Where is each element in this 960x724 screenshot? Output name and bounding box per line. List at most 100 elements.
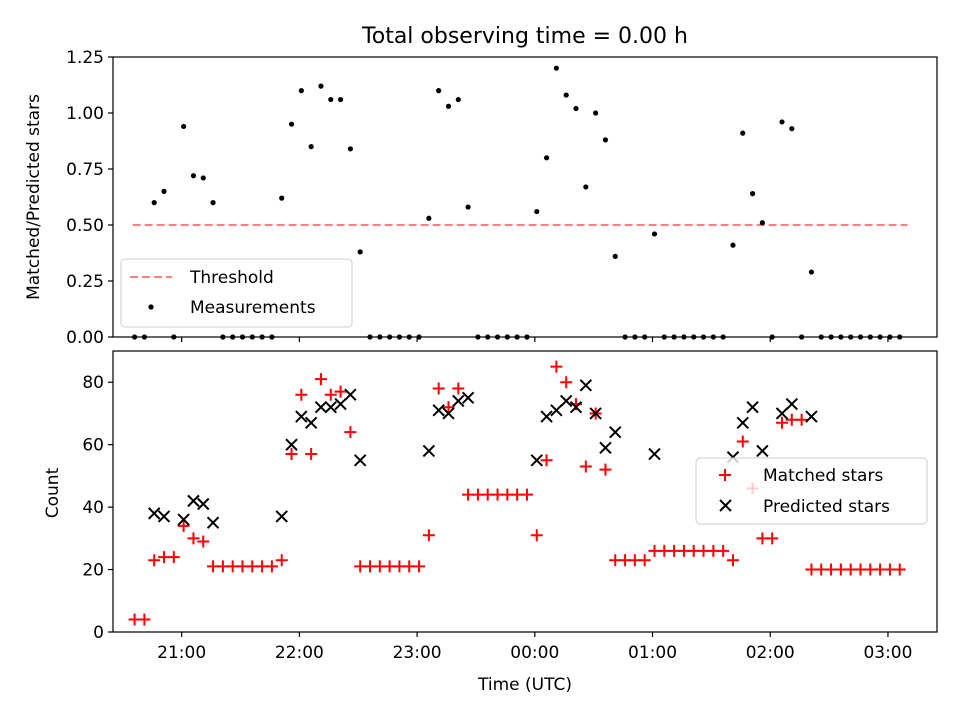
x-tick-label: 02:00	[746, 643, 795, 663]
predicted-star-point	[746, 400, 759, 414]
predicted-stars-points	[147, 379, 818, 529]
predicted-star-point	[530, 454, 543, 467]
top-plot-frame	[112, 56, 938, 338]
matched-star-point	[726, 554, 739, 567]
matched-star-point	[638, 554, 651, 567]
matched-star-point	[717, 544, 730, 557]
y-tick-label: 0.25	[66, 272, 104, 292]
matched-star-point	[148, 554, 161, 567]
matched-star-point	[540, 454, 553, 467]
bottom-x-ticks: 21:00 22:00 23:00 00:00 01:00 02:00 03:00	[157, 632, 912, 663]
measurement-point	[534, 208, 540, 215]
top-x-ticks	[181, 337, 889, 342]
bottom-y-axis-label: Count	[43, 467, 63, 518]
predicted-star-point	[550, 404, 563, 417]
predicted-star-point	[432, 404, 445, 417]
measurement-point	[445, 103, 452, 109]
predicted-star-point	[324, 400, 337, 414]
measurement-point	[612, 253, 618, 259]
predicted-star-point	[304, 416, 318, 430]
y-tick-label: 0.00	[66, 328, 104, 348]
y-tick-label: 0.75	[66, 160, 104, 180]
top-y-ticks: 0.00 0.25 0.50 0.75 1.00 1.25	[66, 48, 113, 348]
measurement-point	[730, 242, 736, 248]
measurement-point	[465, 204, 471, 210]
legend-predicted-label: Predicted stars	[763, 497, 890, 517]
matched-star-point	[432, 382, 445, 395]
measurement-point	[740, 130, 746, 136]
measurement-point	[759, 220, 765, 226]
matched-star-point	[422, 529, 435, 542]
y-tick-label: 40	[82, 498, 104, 518]
predicted-star-point	[275, 510, 288, 523]
measurement-point	[357, 249, 363, 255]
predicted-star-point	[579, 379, 593, 392]
predicted-star-point	[442, 407, 455, 420]
matched-star-point	[413, 560, 426, 573]
predicted-star-point	[452, 394, 465, 408]
matched-star-point	[442, 401, 455, 414]
top-measurement-points	[131, 65, 903, 340]
predicted-star-point	[206, 516, 220, 529]
matched-star-point	[736, 435, 749, 448]
y-tick-label: 20	[82, 561, 104, 581]
predicted-star-point	[157, 510, 171, 523]
predicted-star-point	[599, 441, 612, 454]
matched-star-point	[197, 535, 210, 548]
measurement-point	[308, 144, 314, 150]
measurement-point	[318, 83, 324, 89]
measurement-point	[789, 126, 795, 132]
measurement-point	[573, 105, 579, 112]
measurement-point	[543, 155, 550, 161]
measurement-point	[602, 137, 609, 143]
top-chart-title: Total observing time = 0.00 h	[361, 24, 688, 49]
measurement-point	[436, 88, 442, 94]
legend-measurements-label: Measurements	[190, 298, 316, 318]
predicted-star-point	[569, 400, 583, 414]
predicted-star-point	[785, 397, 799, 411]
measurement-point	[337, 96, 344, 103]
bottom-plot-panel: Count Time (UTC) 0 20 40 60 80 21:00 22:00 23:…	[43, 350, 938, 695]
matched-star-point	[177, 519, 190, 532]
predicted-star-point	[609, 425, 622, 439]
measurement-point	[279, 195, 285, 201]
bottom-legend-box	[695, 457, 928, 525]
predicted-star-point	[334, 397, 347, 411]
predicted-star-point	[540, 410, 553, 423]
bottom-legend: Matched stars Predicted stars	[695, 457, 928, 525]
y-tick-label: 0	[93, 623, 104, 643]
top-legend-box	[120, 258, 353, 328]
measurement-point	[161, 188, 167, 194]
predicted-star-point	[805, 410, 818, 423]
measurement-point	[593, 110, 599, 116]
measurement-point	[181, 123, 187, 130]
matched-star-point	[452, 382, 465, 395]
y-tick-label: 1.00	[66, 104, 104, 124]
measurement-point	[347, 146, 353, 152]
matched-star-point	[560, 376, 573, 389]
matched-star-point	[324, 388, 337, 401]
matched-star-point	[187, 532, 200, 545]
matched-star-point	[138, 613, 151, 626]
predicted-star-point	[461, 391, 475, 405]
matched-star-point	[893, 563, 906, 576]
y-tick-label: 60	[82, 436, 104, 456]
matched-star-point	[520, 488, 533, 501]
measurement-point	[288, 121, 295, 127]
matched-star-point	[334, 385, 347, 398]
measurement-point	[455, 96, 461, 103]
measurement-point	[190, 173, 197, 179]
measurement-point	[151, 200, 157, 206]
measurement-point	[583, 184, 589, 190]
matched-star-point	[776, 416, 789, 429]
top-legend: Threshold Measurements	[120, 258, 353, 328]
legend-matched-label: Matched stars	[763, 466, 883, 486]
predicted-star-point	[559, 394, 573, 408]
predicted-star-point	[775, 407, 789, 420]
matched-star-point	[795, 413, 808, 426]
matched-star-point	[579, 460, 592, 473]
y-tick-label: 1.25	[66, 48, 104, 68]
measurement-point	[563, 92, 569, 98]
